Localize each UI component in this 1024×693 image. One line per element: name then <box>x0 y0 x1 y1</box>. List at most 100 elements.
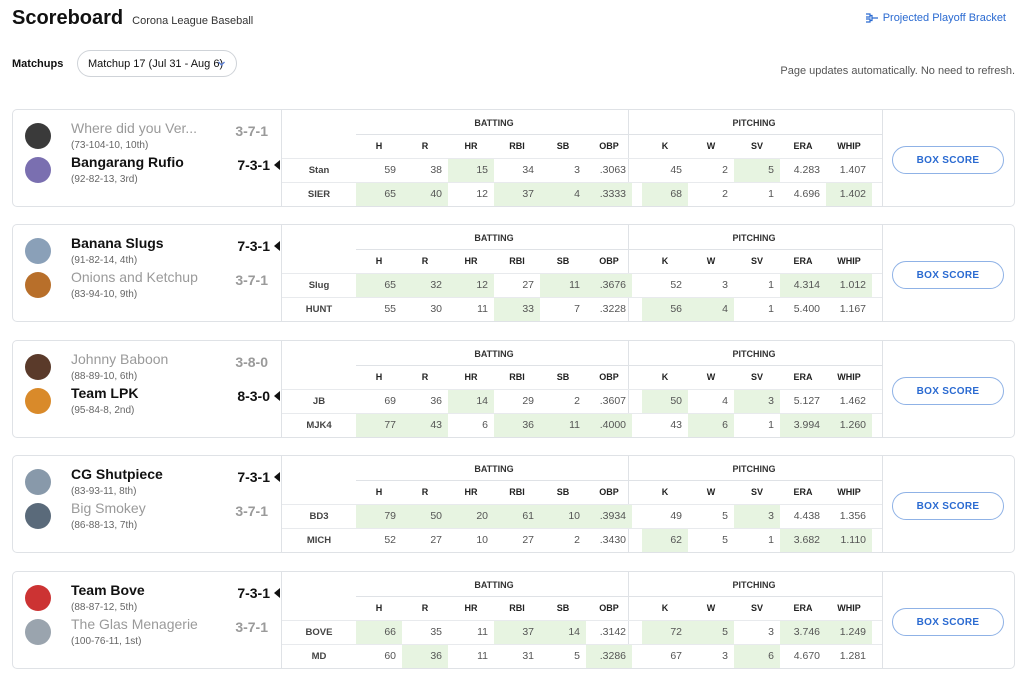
column-header: H <box>375 141 383 151</box>
column-header: SV <box>750 141 763 151</box>
team-name[interactable]: Big Smokey <box>71 500 146 516</box>
stat-cell: 66 <box>356 621 402 644</box>
stat-cell: 38 <box>430 164 442 176</box>
team-name[interactable]: Team LPK <box>71 385 139 401</box>
stat-cell: 50 <box>642 390 688 413</box>
stat-cell: 33 <box>494 298 540 321</box>
column-header: HR <box>464 256 478 266</box>
stat-cell: 7 <box>574 303 580 315</box>
box-score-button[interactable]: BOX SCORE <box>892 261 1004 289</box>
team-score: 7-3-1 <box>230 469 280 485</box>
score-value: 3-7-1 <box>235 272 268 288</box>
stat-cell: 5.400 <box>793 303 820 315</box>
stat-cell: 1 <box>768 303 774 315</box>
winner-arrow-icon <box>274 588 280 598</box>
row-divider <box>282 273 882 274</box>
team-avatar <box>25 388 51 414</box>
box-score-button[interactable]: BOX SCORE <box>892 377 1004 405</box>
team-name[interactable]: Banana Slugs <box>71 235 164 251</box>
stat-cell: 10 <box>540 505 586 528</box>
stat-cell: 5 <box>722 510 728 522</box>
team-avatar <box>25 585 51 611</box>
team-name[interactable]: Bangarang Rufio <box>71 154 184 170</box>
team-record: (73-104-10, 10th) <box>71 140 149 151</box>
stat-cell: 2 <box>722 188 728 200</box>
column-header: K <box>661 141 669 151</box>
column-header: RBI <box>509 487 525 497</box>
stat-cell: 6 <box>734 645 780 668</box>
team-winner[interactable]: CG Shutpiece (83-93-11, 8th) 7-3-1 <box>25 466 280 506</box>
winner-arrow-icon <box>274 472 280 482</box>
team-loser[interactable]: Onions and Ketchup (83-94-10, 9th) 3-7-1 <box>25 269 280 309</box>
team-record: (91-82-14, 4th) <box>71 255 138 266</box>
matchup-dropdown[interactable]: Matchup 17 (Jul 31 - Aug 6) <box>77 50 237 77</box>
team-record: (92-82-13, 3rd) <box>71 174 138 185</box>
stat-cell: 4 <box>688 298 734 321</box>
stat-cell: 36 <box>494 414 540 437</box>
score-value: 3-7-1 <box>235 619 268 635</box>
stat-cell: 3.994 <box>780 414 826 437</box>
group-divider <box>356 134 882 135</box>
stat-cell: 37 <box>494 183 540 206</box>
column-header: W <box>706 372 716 382</box>
team-loser[interactable]: Big Smokey (86-88-13, 7th) 3-7-1 <box>25 500 280 540</box>
stat-cell: 1.249 <box>826 621 872 644</box>
column-header: WHIP <box>837 372 861 382</box>
team-winner[interactable]: Team LPK (95-84-8, 2nd) 8-3-0 <box>25 385 280 425</box>
auto-update-notice: Page updates automatically. No need to r… <box>780 65 1015 77</box>
batting-header: BATTING <box>474 233 514 243</box>
team-name[interactable]: Onions and Ketchup <box>71 269 198 285</box>
page-title: Scoreboard <box>12 7 124 29</box>
stat-cell: 1.012 <box>826 274 872 297</box>
score-value: 7-3-1 <box>237 157 270 173</box>
team-abbreviation: MJK4 <box>306 420 332 431</box>
column-header: HR <box>464 487 478 497</box>
team-score: 3-7-1 <box>218 503 280 519</box>
stat-cell: 1.356 <box>839 510 866 522</box>
group-divider <box>356 596 882 597</box>
column-header: H <box>375 487 383 497</box>
column-header: R <box>421 141 429 151</box>
row-divider <box>282 504 882 505</box>
team-loser[interactable]: Johnny Baboon (88-89-10, 6th) 3-8-0 <box>25 351 280 391</box>
matchup-card: Banana Slugs (91-82-14, 4th) 7-3-1 Onions a… <box>12 224 1015 322</box>
team-winner[interactable]: Bangarang Rufio (92-82-13, 3rd) 7-3-1 <box>25 154 280 194</box>
box-score-button[interactable]: BOX SCORE <box>892 608 1004 636</box>
box-score-button[interactable]: BOX SCORE <box>892 146 1004 174</box>
stat-cell: 40 <box>402 183 448 206</box>
team-record: (88-89-10, 6th) <box>71 371 138 382</box>
team-avatar <box>25 619 51 645</box>
team-abbreviation: Stan <box>308 165 330 176</box>
column-header: R <box>421 603 429 613</box>
team-avatar <box>25 354 51 380</box>
column-header: SB <box>556 141 570 151</box>
team-name[interactable]: Johnny Baboon <box>71 351 169 367</box>
team-score: 7-3-1 <box>230 157 280 173</box>
column-header: SB <box>556 487 570 497</box>
box-score-button[interactable]: BOX SCORE <box>892 492 1004 520</box>
team-name[interactable]: Team Bove <box>71 582 145 598</box>
team-abbreviation: HUNT <box>305 304 333 315</box>
row-divider <box>282 413 882 414</box>
stat-cell: 27 <box>430 534 442 546</box>
stat-cell: 4.696 <box>793 188 820 200</box>
stat-cell: 11 <box>540 274 586 297</box>
stat-cell: 1.281 <box>839 650 866 662</box>
column-header: SB <box>556 256 570 266</box>
column-header: OBP <box>599 141 619 151</box>
team-loser[interactable]: Where did you Ver... (73-104-10, 10th) 3-7… <box>25 120 280 160</box>
team-name[interactable]: The Glas Menagerie <box>71 616 198 632</box>
column-header: HR <box>464 141 478 151</box>
team-winner[interactable]: Team Bove (88-87-12, 5th) 7-3-1 <box>25 582 280 622</box>
team-loser[interactable]: The Glas Menagerie (100-76-11, 1st) 3-7-1 <box>25 616 280 656</box>
column-header: R <box>421 487 429 497</box>
stat-cell: 1.462 <box>839 395 866 407</box>
stat-cell: .3063 <box>599 164 626 176</box>
projected-playoff-bracket-link[interactable]: Projected Playoff Bracket <box>865 12 1006 24</box>
team-name[interactable]: Where did you Ver... <box>71 120 198 136</box>
team-name[interactable]: CG Shutpiece <box>71 466 163 482</box>
stat-cell: 11 <box>477 650 488 662</box>
team-winner[interactable]: Banana Slugs (91-82-14, 4th) 7-3-1 <box>25 235 280 275</box>
stat-cell: 56 <box>642 298 688 321</box>
stat-cell: 29 <box>522 395 534 407</box>
